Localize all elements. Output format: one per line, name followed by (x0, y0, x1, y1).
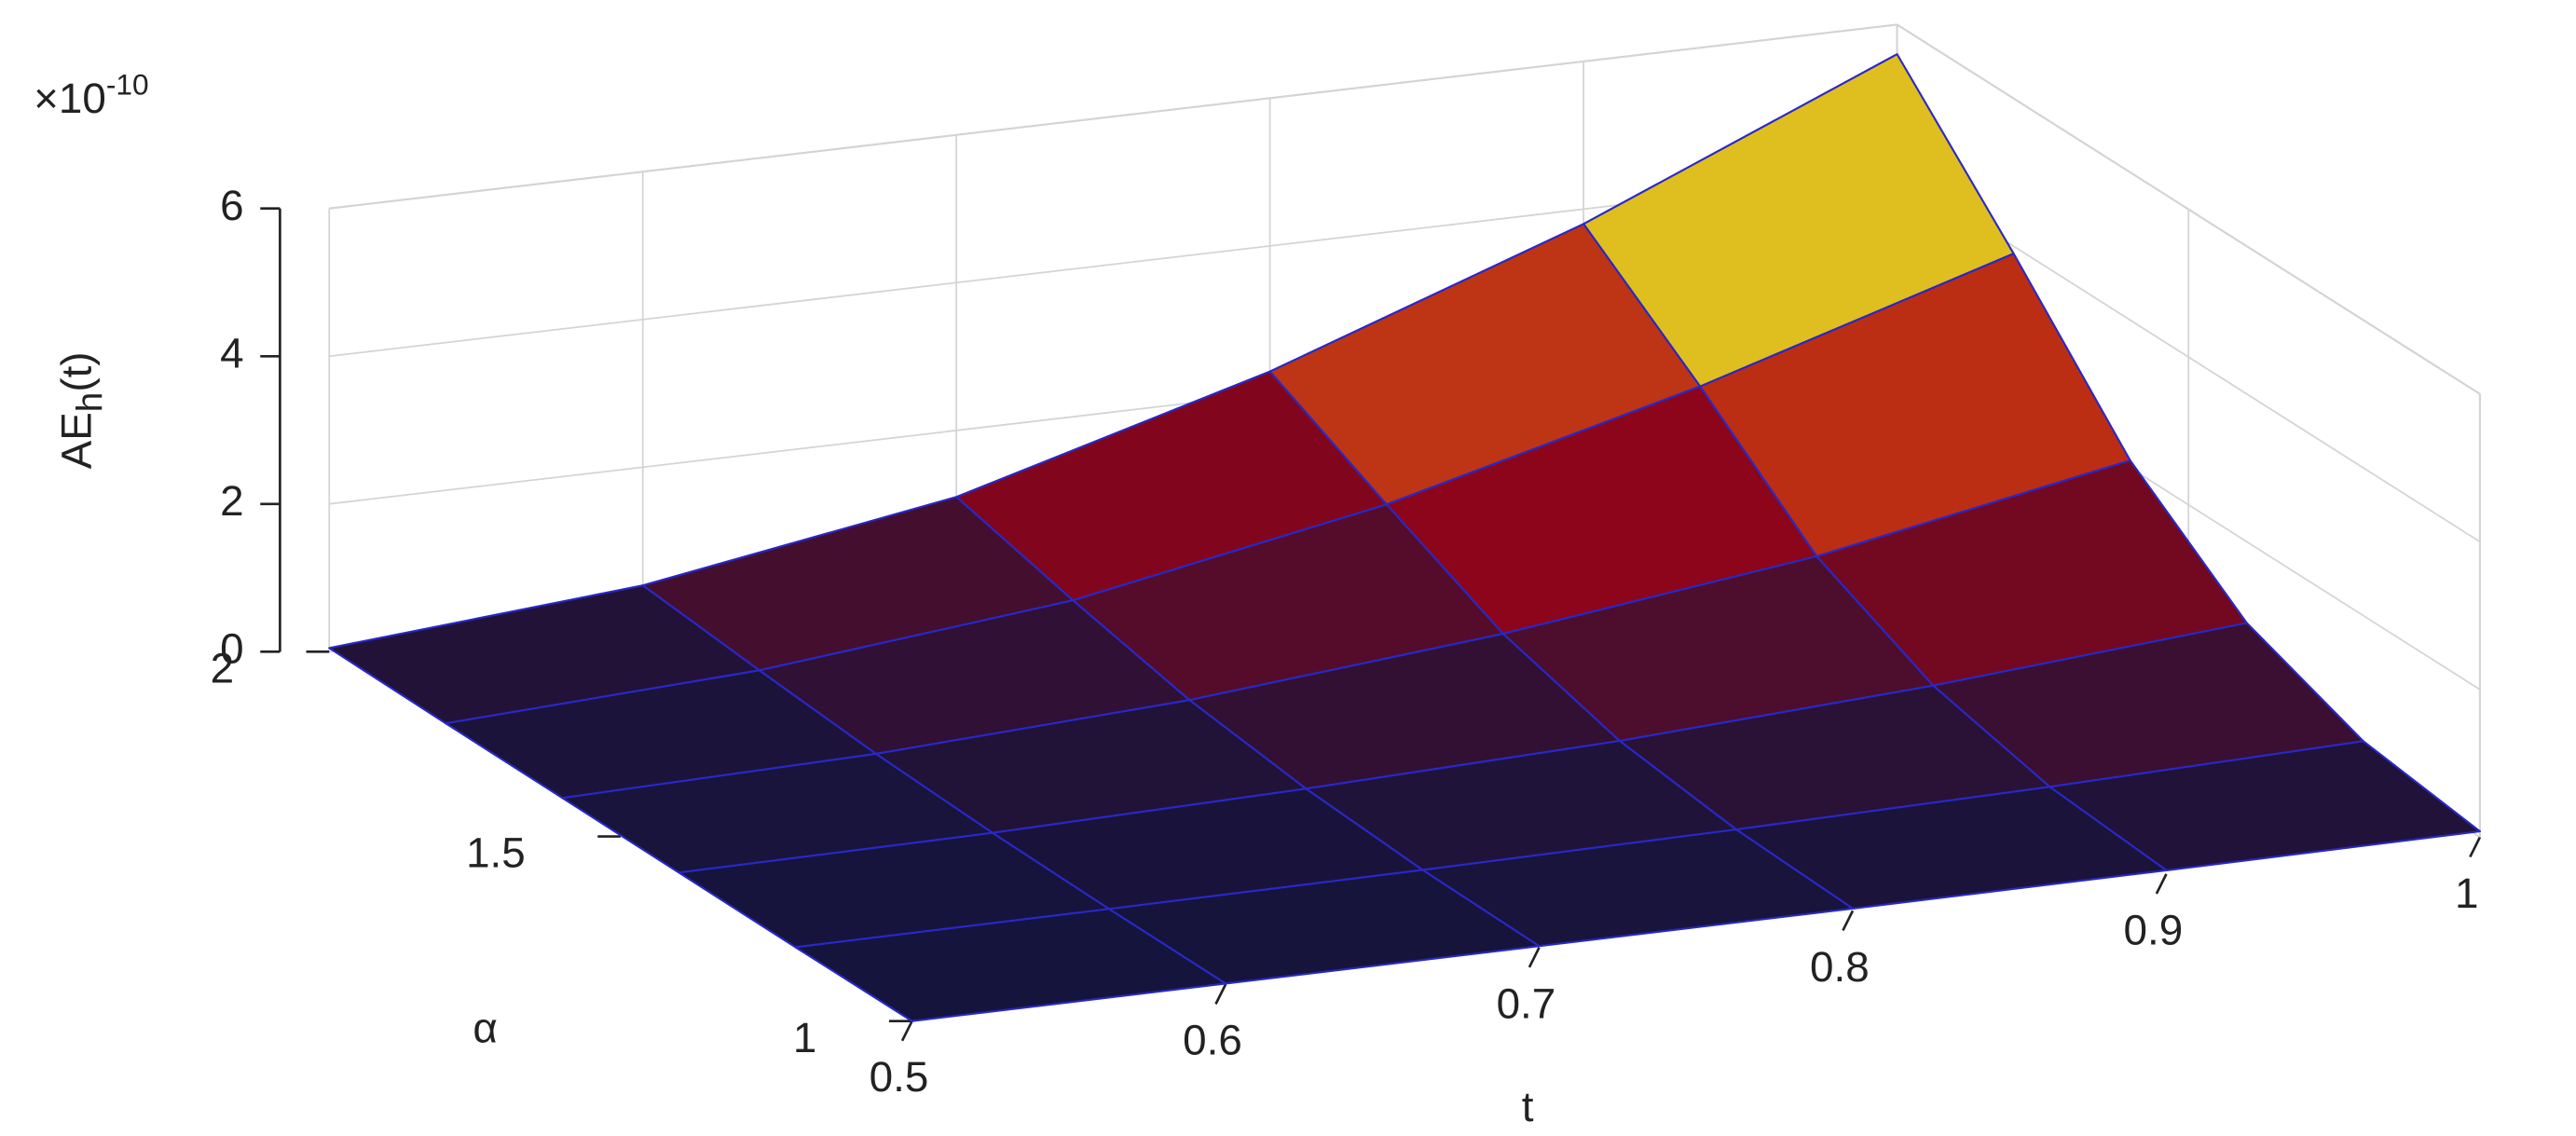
x-tick-label: 0.5 (870, 1053, 929, 1101)
x-axis-label: t (1522, 1083, 1534, 1130)
x-tick (1214, 983, 1227, 1005)
grid-line (329, 23, 1898, 210)
x-tick-label: 0.7 (1497, 979, 1556, 1027)
x-tick (1528, 947, 1541, 968)
x-tick (2155, 873, 2168, 895)
y-tick-label: 1 (793, 1014, 816, 1061)
z-tick-label: 2 (220, 477, 243, 525)
x-tick (1842, 910, 1855, 932)
z-label-sub: h (71, 392, 111, 413)
z-label-main: AE (53, 412, 101, 469)
x-tick-label: 0.6 (1183, 1017, 1242, 1064)
y-tick-label: 2 (211, 645, 234, 692)
z-multiplier-exponent: -10 (106, 68, 149, 102)
x-tick-label: 1 (2455, 869, 2478, 917)
z-tick-label: 0 (220, 624, 243, 672)
x-tick-label: 0.8 (1810, 943, 1870, 991)
z-multiplier-base: ×10 (34, 75, 106, 122)
y-tick-label: 1.5 (466, 829, 526, 877)
x-tick-label: 0.9 (2124, 906, 2184, 953)
x-tick (900, 1020, 913, 1042)
y-axis-label: α (473, 1004, 497, 1051)
z-tick-label: 4 (220, 329, 243, 376)
z-label-tail: (t) (53, 351, 101, 391)
z-multiplier: ×10-10 (34, 68, 149, 123)
x-tick (2469, 836, 2482, 858)
z-tick-label: 6 (220, 182, 243, 229)
surface-face (794, 908, 1227, 1022)
z-axis-label: AEh(t) (53, 351, 111, 469)
